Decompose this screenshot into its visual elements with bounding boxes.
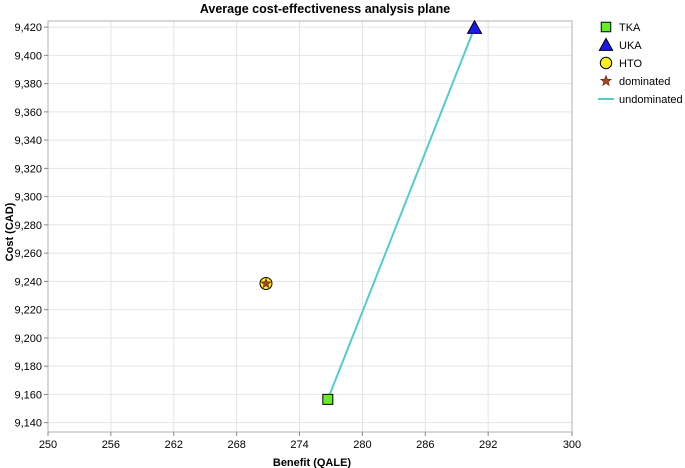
y-tick-label: 9,200 — [14, 333, 42, 345]
grid — [47, 21, 573, 432]
legend-swatch-uka — [598, 37, 614, 51]
y-tick-label: 9,140 — [14, 418, 42, 430]
y-axis-ticks: 9,140 9,160 9,180 9,200 9,220 9,240 9,260 9,280… — [14, 22, 48, 430]
legend-label: UKA — [619, 40, 642, 52]
data-series — [259, 19, 483, 405]
legend-label: dominated — [619, 76, 670, 88]
y-tick-label: 9,260 — [14, 248, 42, 260]
y-tick-label: 9,180 — [14, 361, 42, 373]
legend-label: TKA — [619, 22, 641, 34]
legend-label: HTO — [619, 58, 642, 70]
y-tick-label: 9,280 — [14, 220, 42, 232]
x-tick-label: 274 — [290, 439, 308, 451]
x-tick-label: 256 — [102, 439, 120, 451]
y-tick-label: 9,340 — [14, 135, 42, 147]
legend-swatch-dominated — [599, 74, 613, 87]
y-tick-label: 9,220 — [14, 305, 42, 317]
x-tick-label: 286 — [416, 439, 434, 451]
y-tick-label: 9,160 — [14, 389, 42, 401]
chart-title: Average cost-effectiveness analysis plan… — [200, 2, 450, 16]
y-tick-label: 9,300 — [14, 192, 42, 204]
x-axis-ticks: 250 256 262 268 274 280 286 292 300 — [39, 432, 581, 451]
legend-swatch-hto — [599, 56, 613, 70]
legend-swatch-tka — [600, 21, 612, 33]
legend-label: undominated — [619, 94, 683, 106]
y-tick-label: 9,400 — [14, 50, 42, 62]
undominated-frontier-line — [326, 27, 476, 400]
y-axis-label: Cost (CAD) — [4, 202, 16, 261]
x-tick-label: 250 — [39, 439, 57, 451]
x-tick-label: 300 — [563, 439, 581, 451]
y-tick-label: 9,320 — [14, 163, 42, 175]
y-tick-label: 9,240 — [14, 276, 42, 288]
point-tka — [322, 393, 334, 405]
plot-frame — [47, 20, 573, 433]
x-tick-label: 268 — [227, 439, 245, 451]
point-uka — [466, 19, 483, 34]
y-tick-label: 9,380 — [14, 79, 42, 91]
x-tick-label: 292 — [479, 439, 497, 451]
legend: TKA UKA HTO dominated undominated — [598, 21, 683, 106]
x-axis-label: Benefit (QALE) — [273, 457, 352, 468]
x-tick-label: 280 — [353, 439, 371, 451]
dominated-star-marker — [260, 277, 272, 289]
y-tick-label: 9,360 — [14, 107, 42, 119]
y-tick-label: 9,420 — [14, 22, 42, 34]
x-tick-label: 262 — [165, 439, 183, 451]
